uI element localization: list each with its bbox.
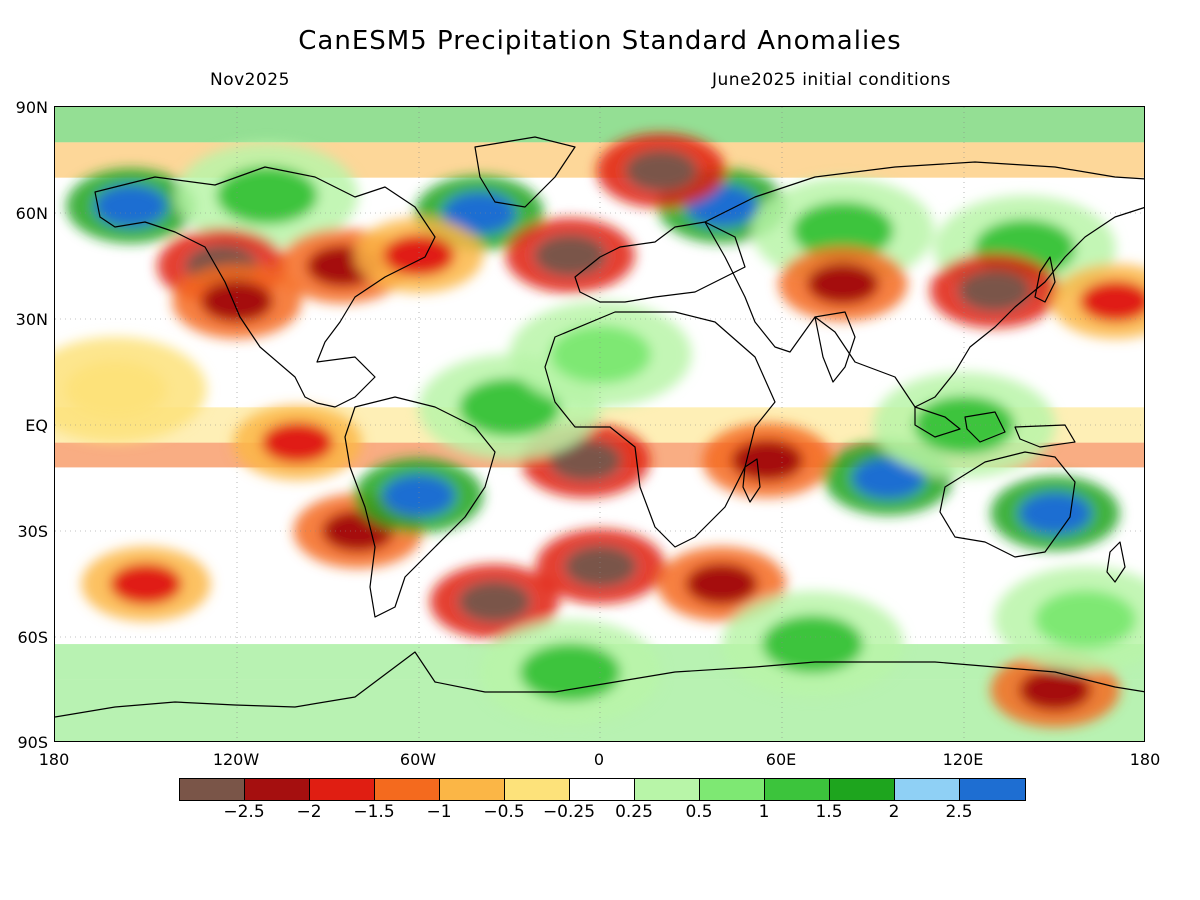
colorbar-label: 0.25 (615, 802, 653, 822)
lon-label-0: 0 (593, 750, 605, 769)
anomaly-core (382, 475, 455, 517)
anomaly-core (549, 439, 622, 481)
anomaly-core (1080, 280, 1144, 322)
colorbar-swatch (505, 779, 570, 800)
anomaly-map-canvas (55, 107, 1144, 741)
lat-label-30s: 30S (17, 522, 48, 541)
coastlines (55, 136, 1144, 718)
anomaly-core (519, 643, 621, 702)
lon-label-180w: 180 (38, 750, 70, 769)
colorbar-swatch (570, 779, 635, 800)
anomaly-core (65, 360, 167, 419)
anomaly-core (686, 563, 758, 605)
lon-label-120e: 120E (942, 750, 984, 769)
anomaly-core (1019, 492, 1091, 534)
anomaly-core (792, 201, 894, 260)
anomaly-core (564, 545, 637, 587)
lon-label-60e: 60E (765, 750, 797, 769)
colorbar-swatch (635, 779, 700, 800)
colorbar-label: −2.5 (223, 802, 265, 822)
lat-label-60n: 60N (15, 204, 48, 223)
anomaly-core (958, 270, 1031, 312)
colorbar-label: 2 (888, 802, 900, 822)
anomaly-core (807, 263, 879, 305)
anomaly-core (534, 235, 606, 276)
forecast-month: Nov2025 (210, 70, 290, 90)
lat-label-90s: 90S (17, 733, 48, 752)
colorbar-label: 0.5 (685, 802, 713, 822)
colorbar-swatch (375, 779, 440, 800)
anomaly-core (731, 439, 803, 481)
colorbar-swatch (830, 779, 895, 800)
colorbar-swatch (765, 779, 830, 800)
anomaly-core (201, 280, 273, 322)
colorbar-swatch (245, 779, 310, 800)
lat-label-30n: 30N (15, 310, 48, 329)
anomaly-core (459, 378, 560, 437)
initial-conditions: June2025 initial conditions (712, 70, 951, 90)
colorbar-label: 2.5 (945, 802, 973, 822)
anomaly-core (852, 457, 925, 499)
anomaly-core (1034, 590, 1136, 649)
anomaly-core (625, 150, 697, 191)
anomaly-core (382, 235, 455, 276)
anomaly-core (550, 325, 651, 384)
colorbar-label: −0.5 (483, 802, 525, 822)
colorbar-label: −1.5 (353, 802, 395, 822)
lat-label-60s: 60S (17, 628, 48, 647)
graticule (55, 107, 1144, 741)
anomaly-core (762, 615, 864, 673)
anomaly-core (95, 185, 167, 227)
map-title: CanESM5 Precipitation Standard Anomalies (298, 26, 902, 56)
lat-label-90n: 90N (15, 98, 48, 117)
anomaly-core (458, 581, 531, 623)
lon-label-60w: 60W (399, 750, 437, 769)
anomaly-patches (55, 133, 1144, 728)
colorbar-label: −2 (296, 802, 322, 822)
colorbar-swatch (180, 779, 245, 800)
colorbar-swatch (440, 779, 505, 800)
colorbar-swatch (895, 779, 960, 800)
lon-label-180e: 180 (1129, 750, 1161, 769)
colorbar-label: −1 (426, 802, 452, 822)
colorbar-label: 1.5 (815, 802, 843, 822)
lat-label-eq: EQ (25, 416, 48, 435)
anomaly-core (110, 563, 182, 605)
lon-label-120w: 120W (212, 750, 260, 769)
anomaly-core (1019, 669, 1091, 711)
colorbar (179, 778, 1026, 801)
anomaly-core (216, 166, 318, 225)
colorbar-swatch (310, 779, 375, 800)
anomaly-map (54, 106, 1145, 742)
anomaly-core (913, 396, 1015, 454)
colorbar-swatch (960, 779, 1025, 800)
colorbar-label: −0.25 (542, 802, 596, 822)
colorbar-label: 1 (758, 802, 770, 822)
anomaly-band (55, 107, 1144, 143)
colorbar-swatch (700, 779, 765, 800)
anomaly-core (261, 422, 334, 464)
